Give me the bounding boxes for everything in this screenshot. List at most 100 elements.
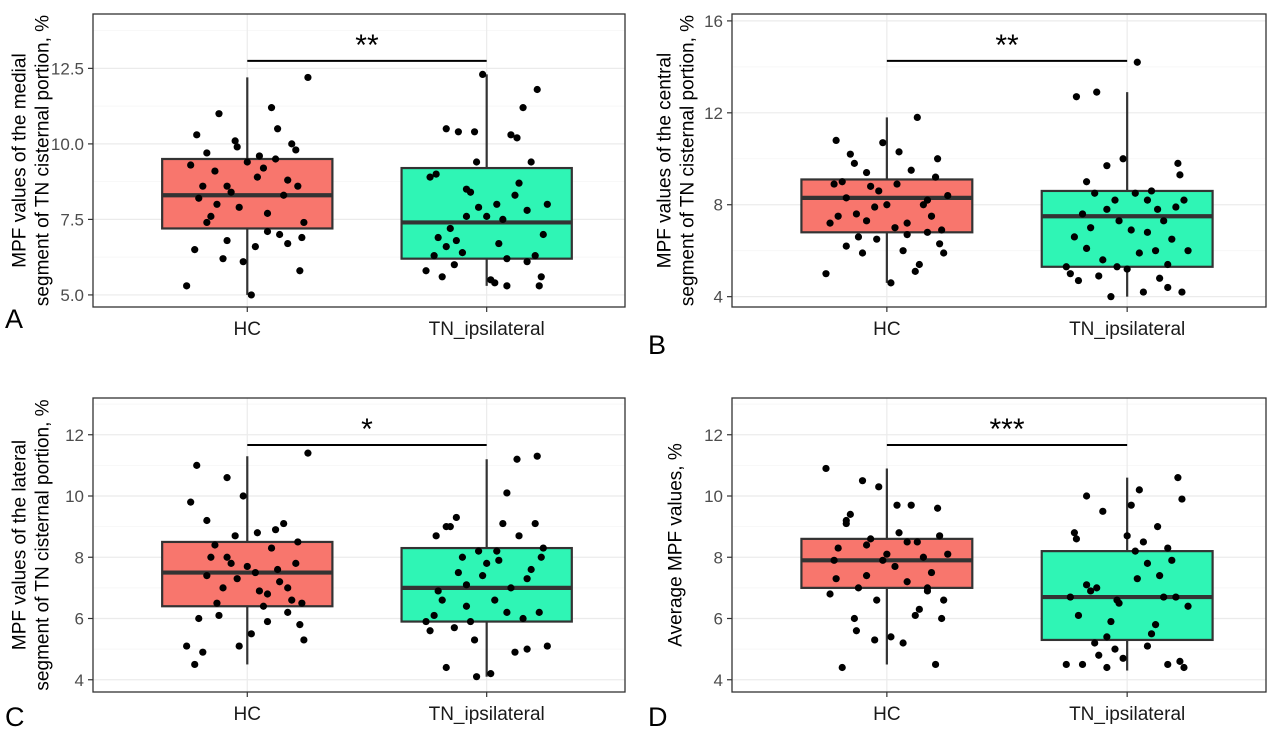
- data-point: [1143, 228, 1152, 236]
- data-point: [1176, 657, 1184, 665]
- data-point: [533, 452, 541, 460]
- data-point: [1074, 276, 1083, 285]
- data-point: [936, 532, 944, 540]
- data-point: [907, 166, 915, 174]
- data-point: [513, 134, 521, 142]
- data-point: [1180, 196, 1188, 204]
- data-point: [288, 596, 296, 604]
- data-point: [513, 455, 521, 463]
- data-point: [472, 673, 481, 681]
- data-point: [1178, 495, 1186, 503]
- data-point: [875, 483, 883, 491]
- data-point: [483, 212, 491, 220]
- data-point: [511, 648, 519, 656]
- data-point: [915, 605, 923, 613]
- data-point: [515, 532, 523, 540]
- data-point: [503, 255, 511, 263]
- data-point: [834, 212, 842, 220]
- ytick-label: 6: [75, 610, 84, 629]
- data-point: [913, 538, 921, 546]
- ytick-label: 7.5: [60, 210, 84, 229]
- data-point: [903, 538, 911, 546]
- data-point: [243, 562, 251, 571]
- data-point: [913, 113, 921, 122]
- ytick-label: 8: [75, 548, 84, 567]
- data-point: [263, 209, 272, 217]
- data-point: [1139, 288, 1147, 296]
- data-point: [213, 599, 221, 607]
- data-point: [507, 131, 515, 139]
- data-point: [426, 627, 434, 635]
- xtick-label: TN_ipsilateral: [1069, 319, 1185, 340]
- y-axis-title: segment of TN cisternal portion, %: [678, 15, 699, 306]
- data-point: [474, 203, 483, 211]
- panel-border: [731, 13, 1267, 308]
- data-point: [832, 575, 840, 583]
- data-point: [867, 182, 875, 190]
- data-point: [1119, 654, 1127, 662]
- data-point: [1147, 187, 1156, 195]
- data-point: [940, 249, 948, 257]
- data-point: [858, 249, 867, 257]
- data-point: [1095, 272, 1103, 280]
- significance-label: ***: [989, 413, 1024, 446]
- data-point: [1160, 217, 1168, 225]
- data-point: [507, 584, 515, 592]
- data-point: [944, 550, 952, 558]
- data-point: [519, 614, 527, 623]
- data-point: [531, 252, 539, 260]
- data-point: [271, 526, 280, 534]
- significance-label: *: [361, 413, 373, 446]
- data-point: [537, 553, 545, 561]
- data-point: [1066, 270, 1074, 278]
- data-point: [213, 200, 221, 208]
- data-point: [493, 200, 501, 208]
- data-point: [1074, 611, 1083, 620]
- data-point: [284, 239, 292, 248]
- data-point: [203, 572, 211, 580]
- data-point: [466, 617, 475, 626]
- data-point: [271, 155, 280, 163]
- xtick-label: HC: [873, 319, 900, 340]
- data-point: [891, 224, 899, 232]
- data-point: [191, 246, 199, 254]
- data-point: [938, 614, 946, 623]
- xtick-label: HC: [234, 704, 261, 725]
- data-point: [1107, 293, 1115, 301]
- data-point: [1176, 171, 1184, 179]
- data-point: [907, 501, 915, 509]
- data-point: [1087, 587, 1095, 595]
- panel-label: A: [5, 304, 23, 334]
- data-point: [472, 158, 481, 166]
- data-point: [284, 608, 292, 616]
- data-point: [493, 547, 501, 555]
- data-point: [1103, 205, 1111, 213]
- data-point: [187, 498, 195, 506]
- data-point: [842, 242, 850, 250]
- data-point: [891, 562, 899, 571]
- ytick-label: 4: [75, 671, 84, 690]
- data-point: [1180, 663, 1188, 672]
- data-point: [462, 185, 471, 193]
- data-point: [300, 636, 308, 644]
- data-point: [499, 519, 507, 528]
- data-point: [846, 510, 854, 518]
- data-point: [527, 565, 535, 574]
- data-point: [503, 608, 511, 616]
- data-point: [1119, 155, 1127, 163]
- data-point: [1070, 233, 1079, 241]
- data-point: [442, 242, 450, 251]
- data-point: [931, 660, 940, 669]
- data-point: [231, 532, 239, 540]
- data-point: [452, 513, 460, 522]
- data-point: [207, 212, 215, 220]
- data-point: [1111, 645, 1119, 653]
- y-axis-title: MPF values of the medial: [10, 53, 31, 267]
- data-point: [483, 559, 491, 567]
- y-axis-title: MPF values of the central: [655, 53, 676, 268]
- data-point: [1143, 642, 1152, 650]
- data-point: [1151, 247, 1160, 255]
- data-point: [1133, 575, 1141, 583]
- data-point: [195, 194, 203, 202]
